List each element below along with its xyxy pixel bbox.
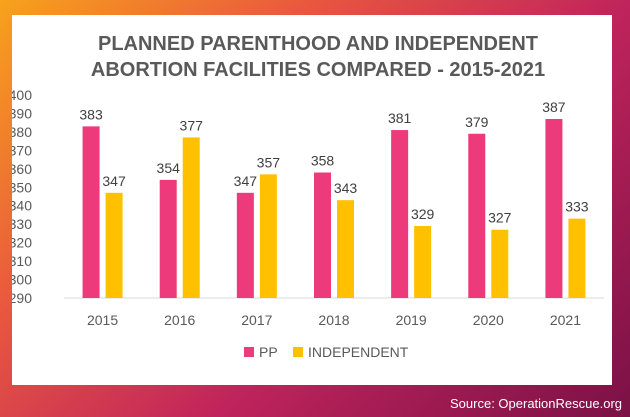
bar-pp	[468, 133, 486, 298]
data-label-pp: 383	[79, 106, 103, 122]
x-tick-label: 2016	[164, 312, 195, 328]
data-label-independent: 329	[411, 206, 435, 222]
data-label-independent: 343	[334, 180, 358, 196]
y-tick-label: 300	[12, 272, 32, 288]
y-tick-label: 400	[12, 87, 32, 103]
y-tick-label: 390	[12, 105, 32, 121]
chart-card: PLANNED PARENTHOOD AND INDEPENDENT ABORT…	[12, 15, 612, 385]
y-tick-label: 350	[12, 179, 32, 195]
plot-area: 290 300 310 320 330 340 350 360 370 380 390 400 383 3…	[12, 87, 604, 328]
bar-pp	[236, 192, 254, 298]
legend: PP INDEPENDENT	[244, 344, 409, 360]
x-tick-label: 2019	[396, 312, 427, 328]
legend-swatch-independent	[293, 347, 303, 357]
data-label-pp: 354	[157, 160, 181, 176]
y-tick-label: 320	[12, 235, 32, 251]
bar-pp	[391, 130, 409, 298]
y-tick-label: 330	[12, 216, 32, 232]
x-tick-label: 2017	[241, 312, 272, 328]
x-tick-label: 2020	[473, 312, 504, 328]
source-credit: Source: OperationRescue.org	[450, 396, 622, 411]
legend-label-independent: INDEPENDENT	[308, 344, 409, 360]
y-tick-label: 380	[12, 124, 32, 140]
data-label-independent: 357	[257, 154, 281, 170]
data-label-independent: 333	[565, 199, 589, 215]
bar-independent	[491, 229, 509, 298]
bar-independent	[182, 137, 200, 298]
legend-label-pp: PP	[259, 344, 278, 360]
bar-pp	[314, 172, 331, 298]
x-tick-label: 2021	[550, 312, 581, 328]
chart-title-line-2: ABORTION FACILITIES COMPARED - 2015-2021	[91, 59, 545, 81]
legend-swatch-pp	[244, 347, 254, 357]
bar-independent	[259, 174, 277, 298]
data-label-pp: 387	[542, 99, 566, 115]
bar-independent	[414, 226, 432, 298]
bar-independent	[337, 200, 354, 298]
bar-chart: PLANNED PARENTHOOD AND INDEPENDENT ABORT…	[12, 33, 604, 360]
data-label-independent: 377	[180, 117, 204, 133]
bar-pp	[545, 118, 563, 298]
x-tick-label: 2018	[318, 312, 349, 328]
y-tick-label: 310	[12, 253, 32, 269]
y-tick-label: 370	[12, 142, 32, 158]
data-label-pp: 381	[388, 110, 412, 126]
y-tick-label: 360	[12, 161, 32, 177]
data-label-pp: 358	[311, 153, 335, 169]
y-tick-label: 340	[12, 198, 32, 214]
bar-independent	[568, 218, 586, 298]
bar-independent	[105, 192, 123, 298]
data-label-pp: 379	[465, 114, 489, 130]
data-label-independent: 347	[102, 173, 126, 189]
x-tick-label: 2015	[87, 312, 118, 328]
bar-pp	[82, 126, 100, 298]
y-tick-label: 290	[12, 290, 32, 306]
data-label-pp: 347	[234, 173, 258, 189]
chart-title-line-1: PLANNED PARENTHOOD AND INDEPENDENT	[98, 33, 538, 55]
bar-pp	[159, 179, 177, 298]
data-label-independent: 327	[488, 210, 512, 226]
